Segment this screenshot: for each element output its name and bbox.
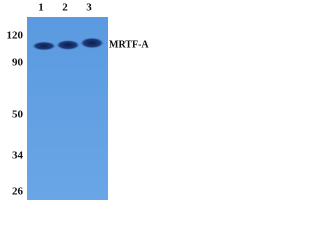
blot-figure: 1 2 3 120 90 50 34 26 MRTF-A [7, 2, 149, 200]
lane-label: 2 [62, 2, 68, 14]
band [80, 37, 104, 49]
marker-label: 26 [12, 186, 24, 198]
marker-label: 120 [7, 30, 24, 42]
band [56, 40, 80, 50]
lane-label: 1 [38, 2, 44, 14]
band [32, 41, 56, 51]
marker-label: 34 [12, 150, 24, 162]
band-label: MRTF-A [109, 39, 149, 50]
marker-label: 90 [12, 57, 24, 69]
page: {"lanes": ["1", "2", "3"], "markers": [1… [0, 0, 150, 200]
marker-label: 50 [12, 109, 24, 121]
lane-label: 3 [86, 2, 92, 14]
